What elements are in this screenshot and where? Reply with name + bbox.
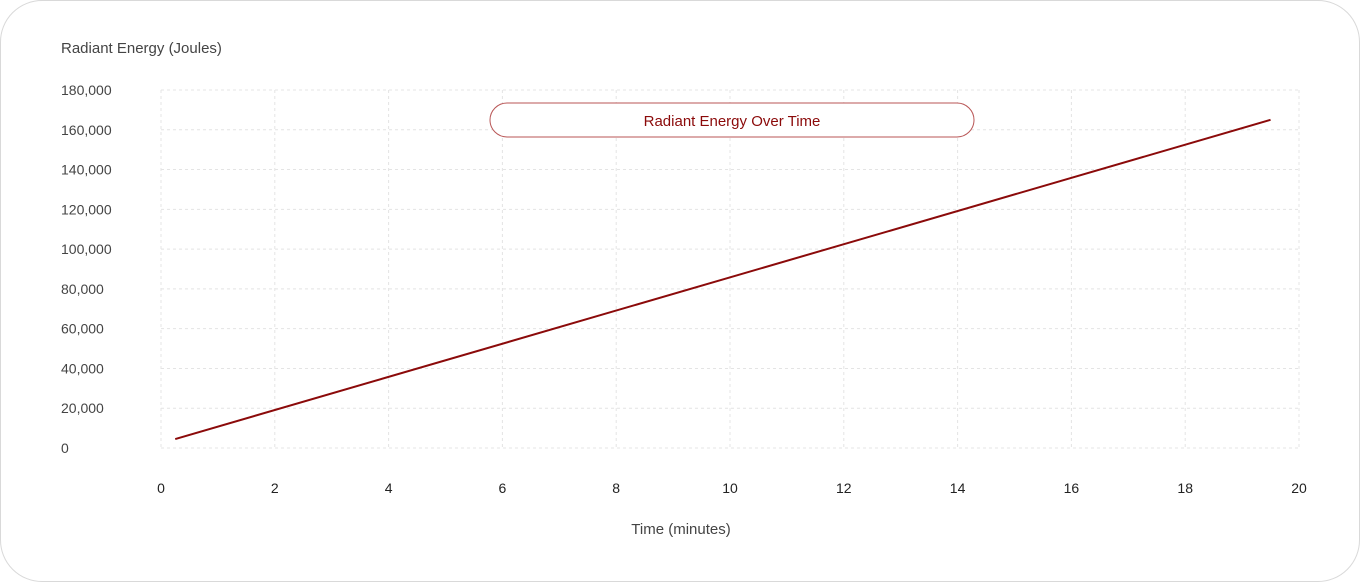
x-tick-label: 10 [722,480,738,496]
x-tick-label: 8 [612,480,620,496]
y-tick-label: 0 [61,440,69,456]
x-tick-label: 16 [1064,480,1080,496]
y-tick-label: 160,000 [61,122,112,138]
series-line [174,118,1271,441]
x-tick-label: 20 [1291,480,1307,496]
series-group [174,118,1271,441]
x-axis-ticks: 0 2 4 6 8 10 12 14 16 18 20 [157,480,1307,496]
y-axis-title: Radiant Energy (Joules) [61,40,222,57]
chart-grid [160,89,1300,449]
x-axis-title: Time (minutes) [631,521,730,538]
y-tick-label: 120,000 [61,201,112,217]
x-tick-label: 6 [499,480,507,496]
y-tick-label: 40,000 [61,360,104,376]
x-tick-label: 4 [385,480,393,496]
y-tick-label: 100,000 [61,241,112,257]
y-tick-label: 60,000 [61,321,104,337]
y-tick-label: 180,000 [61,82,112,98]
x-tick-label: 0 [157,480,165,496]
y-axis-ticks: 0 20,000 40,000 60,000 80,000 100,000 120,000 1… [61,82,112,456]
chart-title-frame [489,102,975,138]
y-tick-label: 20,000 [61,400,104,416]
y-tick-label: 140,000 [61,162,112,178]
x-tick-label: 18 [1177,480,1193,496]
y-tick-label: 80,000 [61,281,104,297]
x-tick-label: 12 [836,480,852,496]
chart-title: Radiant Energy Over Time [644,113,821,130]
x-tick-label: 2 [271,480,279,496]
x-tick-label: 14 [950,480,966,496]
chart-title-box: Radiant Energy Over Time [489,102,975,138]
